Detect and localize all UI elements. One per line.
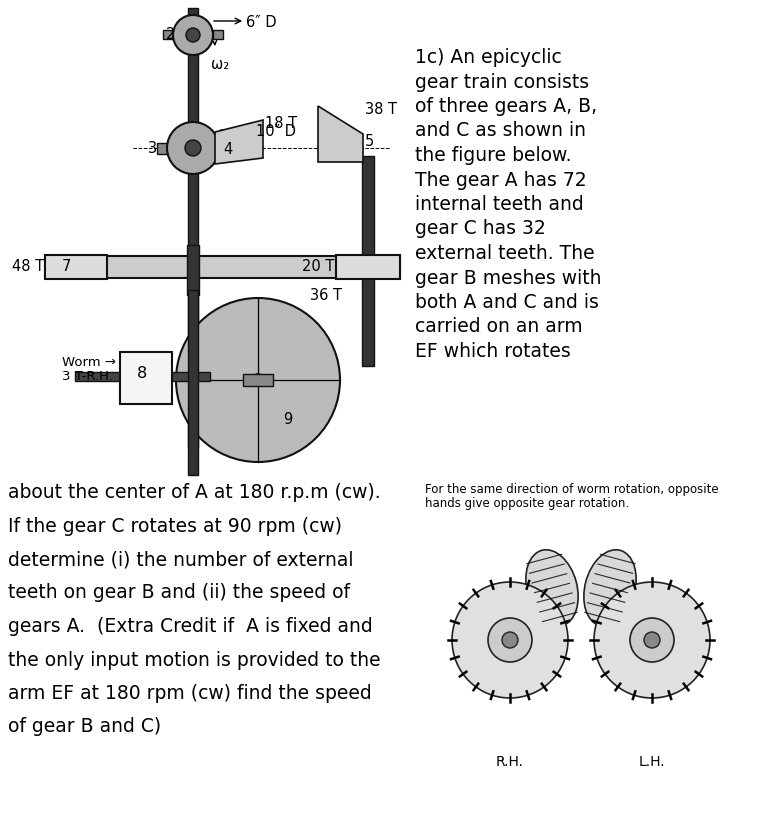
Bar	[163, 30, 173, 39]
Ellipse shape	[584, 549, 636, 627]
Bar	[120, 352, 172, 404]
Polygon shape	[215, 120, 263, 164]
Bar	[45, 256, 400, 278]
Circle shape	[167, 122, 219, 174]
Circle shape	[594, 582, 710, 698]
Bar	[45, 255, 107, 279]
Text: both A and C and is: both A and C and is	[415, 293, 599, 312]
Bar	[157, 143, 168, 154]
Text: The gear A has 72: The gear A has 72	[415, 171, 586, 190]
Text: hands give opposite gear rotation.: hands give opposite gear rotation.	[425, 497, 629, 510]
Text: teeth on gear B and (ii) the speed of: teeth on gear B and (ii) the speed of	[8, 584, 350, 602]
Text: 38 T: 38 T	[365, 102, 397, 117]
Bar	[188, 290, 198, 475]
Circle shape	[185, 140, 201, 156]
Circle shape	[452, 582, 568, 698]
Text: 9: 9	[283, 412, 292, 427]
Circle shape	[502, 632, 518, 648]
Text: arm EF at 180 rpm (cw) find the speed: arm EF at 180 rpm (cw) find the speed	[8, 684, 372, 703]
Text: 3: 3	[148, 141, 157, 156]
Text: EF which rotates: EF which rotates	[415, 342, 571, 361]
Circle shape	[630, 618, 674, 662]
Text: 7: 7	[62, 259, 71, 274]
Text: 8: 8	[137, 366, 147, 381]
Text: 5: 5	[365, 134, 374, 149]
Text: L.H.: L.H.	[639, 755, 666, 769]
Text: external teeth. The: external teeth. The	[415, 244, 594, 263]
Ellipse shape	[526, 549, 578, 627]
Text: the only input motion is provided to the: the only input motion is provided to the	[8, 650, 381, 669]
Bar	[172, 372, 210, 381]
Text: 48 T: 48 T	[12, 259, 44, 274]
Text: 10″ D: 10″ D	[256, 124, 296, 139]
Text: 6″ D: 6″ D	[246, 15, 276, 30]
Text: gears A.  (Extra Credit if  A is fixed and: gears A. (Extra Credit if A is fixed and	[8, 617, 373, 636]
Text: determine (i) the number of external: determine (i) the number of external	[8, 550, 353, 569]
Circle shape	[644, 632, 660, 648]
Circle shape	[176, 298, 340, 462]
Text: 36 T: 36 T	[310, 288, 342, 303]
Polygon shape	[318, 106, 363, 162]
Text: ω₂: ω₂	[211, 57, 229, 72]
Bar	[75, 372, 120, 381]
Text: R.H.: R.H.	[496, 755, 524, 769]
Text: 20 T: 20 T	[302, 259, 334, 274]
Text: of three gears A, B,: of three gears A, B,	[415, 97, 597, 116]
Text: 3 T-R.H.: 3 T-R.H.	[62, 370, 113, 383]
Bar	[243, 374, 273, 386]
Circle shape	[173, 15, 213, 55]
Bar	[362, 156, 374, 366]
Text: the figure below.: the figure below.	[415, 146, 572, 165]
Text: gear B meshes with: gear B meshes with	[415, 269, 601, 287]
Text: 1c) An epicyclic: 1c) An epicyclic	[415, 48, 561, 67]
Bar	[218, 143, 229, 154]
Text: internal teeth and: internal teeth and	[415, 195, 584, 214]
Text: 2: 2	[166, 27, 175, 42]
Circle shape	[252, 374, 264, 386]
Bar	[187, 245, 199, 295]
Text: of gear B and C): of gear B and C)	[8, 717, 161, 737]
Text: For the same direction of worm rotation, opposite: For the same direction of worm rotation,…	[425, 483, 719, 496]
Text: about the center of A at 180 r.p.m (cw).: about the center of A at 180 r.p.m (cw).	[8, 483, 381, 502]
Text: carried on an arm: carried on an arm	[415, 318, 583, 337]
Text: Worm →: Worm →	[62, 356, 116, 369]
Bar	[336, 255, 400, 279]
Bar	[188, 8, 198, 448]
Text: and C as shown in: and C as shown in	[415, 122, 586, 140]
Text: gear C has 32: gear C has 32	[415, 219, 546, 239]
Text: 4: 4	[223, 142, 233, 157]
Bar	[213, 30, 223, 39]
Circle shape	[488, 618, 532, 662]
Text: gear train consists: gear train consists	[415, 72, 589, 92]
Circle shape	[186, 28, 200, 42]
Text: If the gear C rotates at 90 rpm (cw): If the gear C rotates at 90 rpm (cw)	[8, 517, 342, 536]
Text: 18 T: 18 T	[265, 116, 297, 131]
